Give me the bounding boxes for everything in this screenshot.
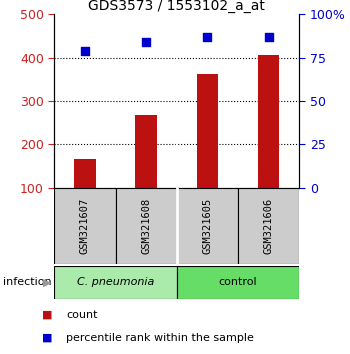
Bar bbox=[116, 188, 177, 264]
Title: GDS3573 / 1553102_a_at: GDS3573 / 1553102_a_at bbox=[88, 0, 265, 13]
Point bbox=[82, 48, 88, 53]
Text: GSM321605: GSM321605 bbox=[202, 198, 212, 254]
Text: GSM321607: GSM321607 bbox=[80, 198, 90, 254]
Bar bbox=[177, 266, 299, 299]
Text: GSM321606: GSM321606 bbox=[264, 198, 274, 254]
Bar bbox=[135, 115, 157, 188]
Bar bbox=[177, 188, 238, 264]
Text: infection: infection bbox=[4, 277, 52, 287]
Text: count: count bbox=[66, 310, 98, 320]
Bar bbox=[54, 266, 177, 299]
Text: ▶: ▶ bbox=[43, 277, 51, 287]
Text: GSM321608: GSM321608 bbox=[141, 198, 151, 254]
Point bbox=[204, 34, 210, 40]
Bar bbox=[74, 159, 96, 188]
Bar bbox=[197, 74, 218, 188]
Text: percentile rank within the sample: percentile rank within the sample bbox=[66, 333, 254, 343]
Bar bbox=[238, 188, 299, 264]
Bar bbox=[258, 55, 279, 188]
Point bbox=[144, 39, 149, 45]
Text: C. pneumonia: C. pneumonia bbox=[77, 277, 154, 287]
Text: ■: ■ bbox=[42, 333, 52, 343]
Point bbox=[266, 34, 272, 40]
Text: control: control bbox=[219, 277, 257, 287]
Bar bbox=[54, 188, 116, 264]
Text: ■: ■ bbox=[42, 310, 52, 320]
